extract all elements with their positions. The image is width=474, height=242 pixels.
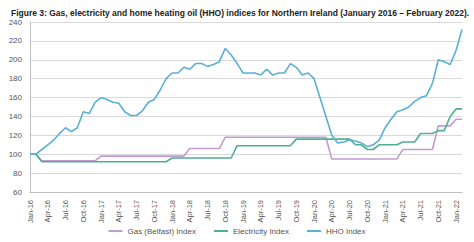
svg-text:Jan-16: Jan-16 bbox=[26, 200, 35, 223]
svg-text:220: 220 bbox=[9, 36, 23, 45]
svg-text:Jan-20: Jan-20 bbox=[310, 200, 319, 223]
svg-text:140: 140 bbox=[9, 112, 23, 121]
svg-text:Jan-21: Jan-21 bbox=[381, 200, 390, 223]
svg-text:Jul-19: Jul-19 bbox=[274, 200, 283, 220]
svg-text:Figure 3: Gas, electricity and: Figure 3: Gas, electricity and home heat… bbox=[11, 8, 469, 18]
svg-text:80: 80 bbox=[13, 169, 22, 178]
svg-text:Apr-16: Apr-16 bbox=[43, 200, 52, 223]
svg-text:Oct-20: Oct-20 bbox=[363, 200, 372, 223]
svg-text:Jul-17: Jul-17 bbox=[132, 200, 141, 220]
svg-text:Jul-20: Jul-20 bbox=[345, 200, 354, 220]
svg-text:Apr-19: Apr-19 bbox=[256, 200, 265, 223]
svg-text:Oct-19: Oct-19 bbox=[292, 200, 301, 223]
svg-text:Apr-18: Apr-18 bbox=[185, 200, 194, 223]
svg-text:HHO Index: HHO Index bbox=[326, 227, 366, 236]
svg-text:Jan-19: Jan-19 bbox=[239, 200, 248, 223]
svg-text:Apr-20: Apr-20 bbox=[327, 200, 336, 223]
svg-text:100: 100 bbox=[9, 150, 23, 159]
svg-text:160: 160 bbox=[9, 93, 23, 102]
svg-text:200: 200 bbox=[9, 55, 23, 64]
svg-text:Jul-16: Jul-16 bbox=[61, 200, 70, 220]
svg-text:240: 240 bbox=[9, 18, 23, 27]
svg-text:Jul-21: Jul-21 bbox=[416, 200, 425, 220]
svg-text:Electricity Index: Electricity Index bbox=[233, 227, 289, 236]
svg-text:60: 60 bbox=[13, 188, 22, 197]
svg-text:Jan-17: Jan-17 bbox=[97, 200, 106, 223]
svg-text:Oct-17: Oct-17 bbox=[150, 200, 159, 223]
svg-text:Jul-18: Jul-18 bbox=[203, 200, 212, 220]
svg-text:180: 180 bbox=[9, 74, 23, 83]
svg-text:Oct-18: Oct-18 bbox=[221, 200, 230, 223]
svg-text:Apr-21: Apr-21 bbox=[398, 200, 407, 223]
svg-text:Gas (Belfast) Index: Gas (Belfast) Index bbox=[127, 227, 195, 236]
svg-text:Apr-17: Apr-17 bbox=[114, 200, 123, 223]
svg-text:Oct-16: Oct-16 bbox=[79, 200, 88, 223]
svg-text:Jan-18: Jan-18 bbox=[168, 200, 177, 223]
svg-text:Jan-22: Jan-22 bbox=[452, 200, 461, 223]
svg-text:Oct-21: Oct-21 bbox=[434, 200, 443, 223]
svg-text:120: 120 bbox=[9, 131, 23, 140]
